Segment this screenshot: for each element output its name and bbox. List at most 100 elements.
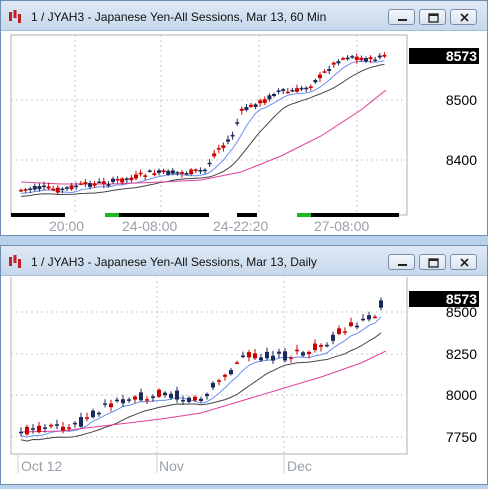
window-titlebar[interactable]: 1 / JYAH3 - Japanese Yen-All Sessions, M… bbox=[1, 1, 487, 31]
chart-area-60min[interactable]: 8573 8500 8400 20:00 24-08:00 24-22:20 2… bbox=[1, 32, 487, 235]
last-price-label: 8573 bbox=[446, 48, 477, 64]
close-icon bbox=[460, 13, 469, 22]
candle-body bbox=[180, 172, 184, 174]
candle-body bbox=[106, 184, 111, 186]
grid-lines bbox=[11, 35, 407, 213]
candle-body bbox=[60, 188, 65, 191]
candle-body bbox=[226, 139, 230, 142]
candle-body bbox=[221, 145, 226, 149]
candle-body bbox=[37, 425, 41, 433]
candle-body bbox=[229, 370, 233, 375]
ma-fast-line bbox=[20, 60, 385, 194]
candle-body bbox=[355, 325, 359, 328]
time-axis-label: 20:00 bbox=[49, 218, 84, 234]
candle-body bbox=[134, 174, 138, 179]
price-axis-label: 8500 bbox=[446, 304, 477, 320]
close-icon bbox=[460, 258, 469, 267]
candle-body bbox=[247, 352, 251, 358]
candle-body bbox=[203, 169, 207, 172]
candle-body bbox=[109, 403, 113, 408]
time-axis-label: Nov bbox=[159, 458, 184, 474]
candle-body bbox=[367, 315, 371, 320]
candle-body bbox=[212, 153, 217, 157]
candle-body bbox=[343, 331, 347, 333]
minimize-icon bbox=[398, 264, 407, 266]
restore-button[interactable] bbox=[419, 254, 446, 270]
last-price-label: 8573 bbox=[446, 291, 477, 307]
chart-app-icon bbox=[9, 255, 21, 268]
window-title: 1 / JYAH3 - Japanese Yen-All Sessions, M… bbox=[31, 255, 317, 269]
candle-body bbox=[120, 178, 125, 183]
chart-app-icon bbox=[9, 10, 21, 23]
candle-body bbox=[101, 181, 106, 185]
session-bar-gap bbox=[65, 213, 105, 217]
candle-body bbox=[299, 87, 304, 90]
candle-body bbox=[61, 426, 65, 431]
minimize-button[interactable] bbox=[388, 254, 415, 270]
candle-body bbox=[345, 57, 350, 60]
candle-body bbox=[193, 396, 197, 401]
candle-body bbox=[207, 162, 212, 165]
price-chart-daily[interactable]: 8573 8500 8250 8000 7750 Oct 12 Nov Dec bbox=[1, 277, 487, 485]
candle-body bbox=[308, 86, 313, 88]
candle-body bbox=[193, 169, 198, 171]
candle-body bbox=[198, 170, 203, 172]
candle-body bbox=[368, 57, 373, 60]
candle-body bbox=[55, 187, 60, 193]
candle-body bbox=[241, 355, 245, 358]
candle-body bbox=[361, 318, 365, 321]
candle-body bbox=[313, 79, 318, 83]
candle-body bbox=[74, 185, 79, 188]
candle-body bbox=[354, 56, 359, 60]
candle-body bbox=[325, 344, 329, 347]
minimize-button[interactable] bbox=[388, 9, 415, 25]
price-chart-60min[interactable]: 8573 8500 8400 20:00 24-08:00 24-22:20 2… bbox=[1, 32, 487, 235]
candle-body bbox=[336, 61, 341, 64]
session-bar-gap bbox=[257, 213, 297, 217]
window-titlebar[interactable]: 1 / JYAH3 - Japanese Yen-All Sessions, M… bbox=[1, 246, 487, 276]
close-button[interactable] bbox=[450, 254, 477, 270]
price-axis-label: 8500 bbox=[446, 92, 477, 108]
candle-body bbox=[373, 316, 377, 319]
candle-body bbox=[55, 424, 59, 426]
price-axis-label: 7750 bbox=[446, 429, 477, 445]
candle-body bbox=[79, 417, 83, 427]
candle-body bbox=[331, 62, 336, 65]
candle-body bbox=[373, 59, 378, 62]
candle-body bbox=[217, 380, 221, 382]
candle-body bbox=[152, 173, 157, 175]
candle-body bbox=[138, 172, 143, 175]
session-bar bbox=[11, 213, 399, 217]
candle-body bbox=[271, 355, 275, 361]
candle-body bbox=[157, 170, 161, 173]
candle-body bbox=[78, 183, 83, 185]
candle-body bbox=[51, 188, 56, 191]
restore-icon bbox=[428, 258, 439, 268]
session-bar-green bbox=[297, 213, 311, 217]
candle-body bbox=[295, 349, 299, 352]
candle-body bbox=[187, 397, 191, 402]
candle-body bbox=[281, 89, 286, 91]
close-button[interactable] bbox=[450, 9, 477, 25]
candle-body bbox=[181, 399, 185, 402]
candlesticks bbox=[19, 297, 383, 437]
candle-body bbox=[379, 300, 383, 308]
candle-body bbox=[359, 57, 364, 61]
plot-frame bbox=[10, 34, 408, 216]
candle-body bbox=[28, 188, 33, 191]
candle-body bbox=[161, 170, 166, 173]
candle-body bbox=[349, 322, 353, 327]
grid-lines bbox=[11, 277, 407, 454]
ma-mid-line bbox=[20, 332, 382, 442]
candle-body bbox=[97, 181, 102, 184]
time-axis-label: 24-22:20 bbox=[213, 218, 268, 234]
candle-body bbox=[37, 186, 42, 190]
candle-body bbox=[121, 399, 125, 404]
candle-body bbox=[73, 422, 77, 425]
candle-body bbox=[265, 351, 269, 359]
last-price-box bbox=[409, 48, 479, 64]
chart-area-daily[interactable]: 8573 8500 8250 8000 7750 Oct 12 Nov Dec bbox=[1, 277, 487, 484]
time-axis-label: Dec bbox=[287, 458, 312, 474]
chart-window-60min: 1 / JYAH3 - Japanese Yen-All Sessions, M… bbox=[0, 0, 488, 236]
restore-button[interactable] bbox=[419, 9, 446, 25]
